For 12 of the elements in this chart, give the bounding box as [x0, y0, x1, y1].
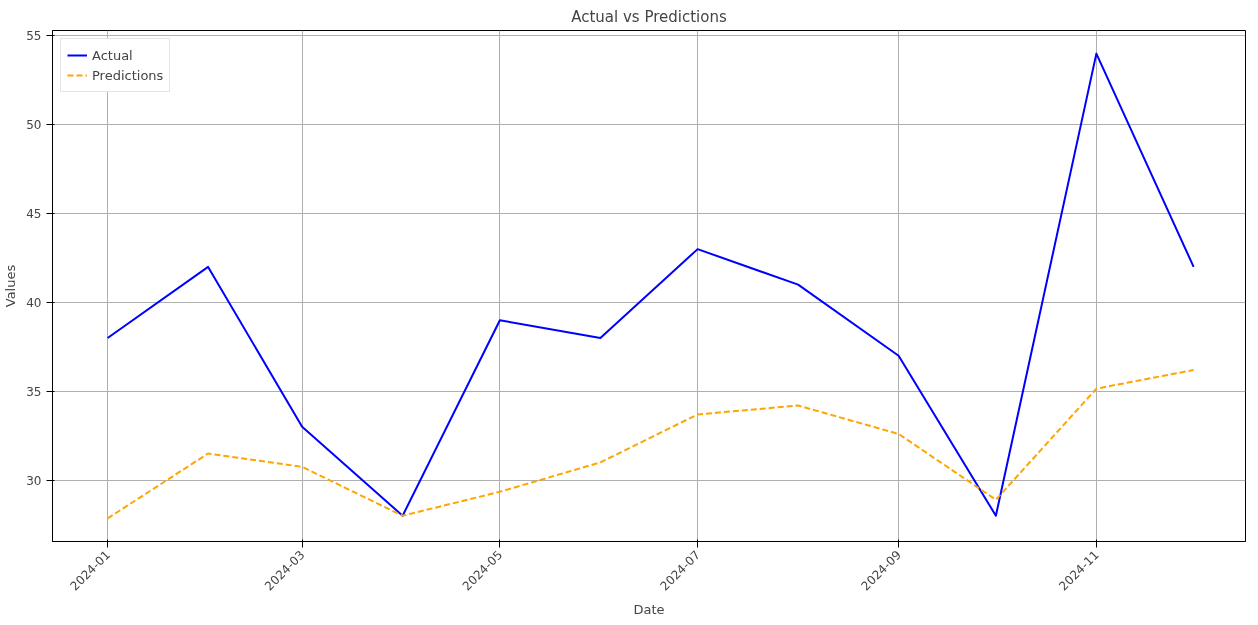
- y-tick-label: 35: [26, 384, 42, 399]
- chart-title: Actual vs Predictions: [571, 7, 727, 26]
- y-tick-label: 50: [26, 118, 42, 133]
- y-tick-label: 55: [26, 29, 42, 44]
- legend-label: Actual: [92, 47, 133, 63]
- y-tick-label: 45: [26, 207, 42, 222]
- legend-label: Predictions: [92, 67, 164, 83]
- y-tick-label: 30: [26, 473, 42, 488]
- line-series: [106, 368, 1195, 520]
- y-tick-label: 40: [26, 295, 42, 310]
- y-axis-title: Values: [3, 264, 19, 308]
- x-axis-title: Date: [633, 602, 665, 618]
